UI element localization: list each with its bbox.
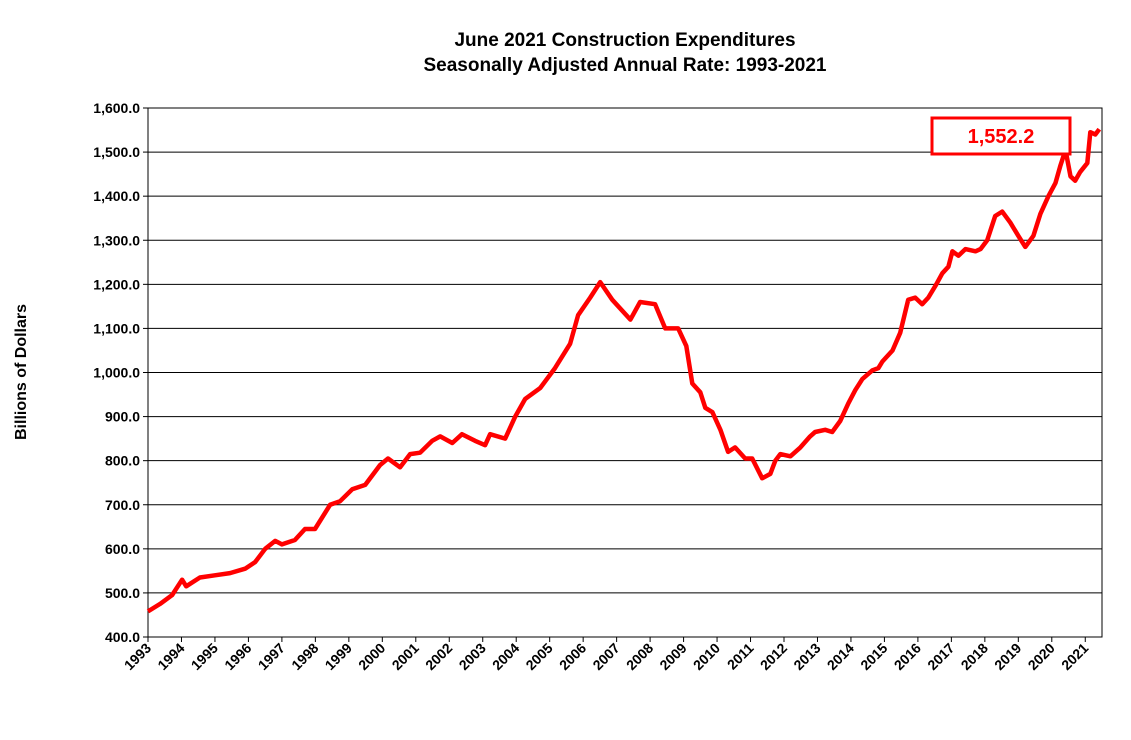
y-tick-label: 1,000.0 xyxy=(93,365,140,381)
x-tick-label: 2019 xyxy=(991,640,1024,673)
x-tick-label: 1999 xyxy=(322,640,355,673)
x-tick-label: 2013 xyxy=(790,640,823,673)
x-tick-label: 1995 xyxy=(188,640,221,673)
annotation-box xyxy=(930,116,1072,156)
annotation: 1,552.2 xyxy=(968,126,1035,148)
x-tick-label: 1997 xyxy=(255,640,288,673)
y-tick-label: 1,400.0 xyxy=(93,188,140,204)
x-tick-label: 2017 xyxy=(924,640,957,673)
y-tick-label: 400.0 xyxy=(105,629,140,645)
y-tick-label: 1,200.0 xyxy=(93,276,140,292)
y-axis-title: Billions of Dollars xyxy=(13,304,30,440)
x-tick-label: 2002 xyxy=(422,640,455,673)
y-tick-label: 800.0 xyxy=(105,453,140,469)
x-tick-label: 2021 xyxy=(1058,640,1091,673)
x-tick-label: 2009 xyxy=(656,640,689,673)
x-tick-label: 1998 xyxy=(288,640,321,673)
x-tick-label: 2008 xyxy=(623,640,656,673)
x-tick-label: 2012 xyxy=(757,640,790,673)
x-tick-label: 2014 xyxy=(824,640,857,673)
y-tick-label: 900.0 xyxy=(105,409,140,425)
x-tick-label: 2016 xyxy=(891,640,924,673)
x-tick-label: 2007 xyxy=(589,640,622,673)
data-line xyxy=(146,127,1102,614)
x-tick-label: 2001 xyxy=(389,640,422,673)
x-tick-label: 2000 xyxy=(355,640,388,673)
plot-frame xyxy=(147,107,1103,638)
chart-title: June 2021 Construction Expenditures xyxy=(454,30,795,51)
x-tick-label: 2003 xyxy=(456,640,489,673)
x-tick-label: 2015 xyxy=(857,640,890,673)
y-tick-label: 1,100.0 xyxy=(93,320,140,336)
y-tick-label: 700.0 xyxy=(105,497,140,513)
x-tick-label: 1994 xyxy=(154,640,187,673)
y-tick-label: 600.0 xyxy=(105,541,140,557)
x-tick-label: 2005 xyxy=(522,640,555,673)
x-tick-label: 2020 xyxy=(1025,640,1058,673)
y-tick-label: 1,500.0 xyxy=(93,144,140,160)
x-tick-label: 1996 xyxy=(221,640,254,673)
chart-subtitle: Seasonally Adjusted Annual Rate: 1993-20… xyxy=(423,55,826,76)
y-tick-label: 1,600.0 xyxy=(93,100,140,116)
y-tick-label: 500.0 xyxy=(105,585,140,601)
x-tick-label: 2010 xyxy=(690,640,723,673)
y-tick-label: 1,300.0 xyxy=(93,232,140,248)
x-tick-label: 2018 xyxy=(958,640,991,673)
x-tick-label: 2004 xyxy=(489,640,522,673)
x-tick-label: 2006 xyxy=(556,640,589,673)
x-tick-label: 2011 xyxy=(724,640,757,673)
